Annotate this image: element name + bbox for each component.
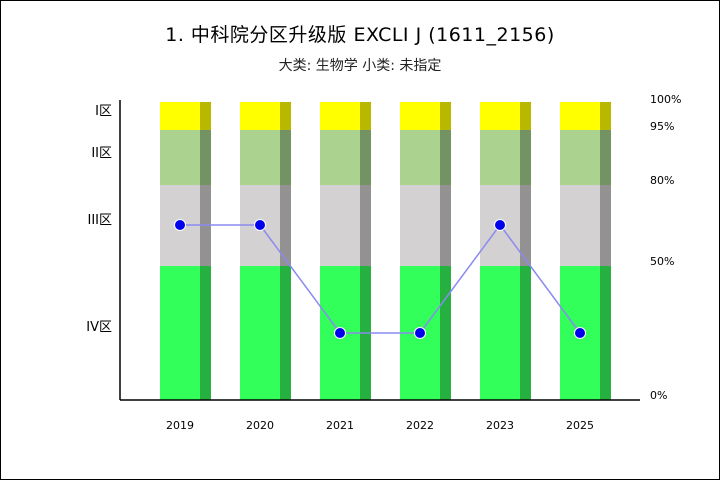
bar-2021 (320, 102, 371, 400)
stacked-bars (160, 102, 611, 400)
x-label-2025: 2025 (566, 419, 594, 432)
pct-label-95: 95% (650, 120, 674, 133)
chart-title: 1. 中科院分区升级版 EXCLI J (1611_2156) (165, 24, 555, 46)
data-point-2019 (174, 219, 186, 231)
data-point-2025 (574, 327, 586, 339)
zone-label-4: IV区 (86, 320, 112, 335)
x-label-2022: 2022 (406, 419, 434, 432)
chart-subtitle: 大类: 生物学 小类: 未指定 (278, 58, 442, 74)
pct-label-50: 50% (650, 255, 674, 268)
zone-label-2: II区 (91, 146, 112, 161)
bar-2025 (560, 102, 611, 400)
data-point-2020 (254, 219, 266, 231)
bar-2022 (400, 102, 451, 400)
pct-label-80: 80% (650, 174, 674, 187)
data-point-2023 (494, 219, 506, 231)
data-point-2022 (414, 327, 426, 339)
zone-label-3: III区 (87, 213, 112, 228)
bar-2023 (480, 102, 531, 400)
trend-line (180, 223, 581, 334)
pct-label-100: 100% (650, 93, 681, 106)
x-label-2019: 2019 (166, 419, 194, 432)
x-label-2020: 2020 (246, 419, 274, 432)
x-label-2021: 2021 (326, 419, 354, 432)
zone-label-1: I区 (95, 104, 112, 119)
bar-2020 (240, 102, 291, 400)
x-label-2023: 2023 (486, 419, 514, 432)
x-tick-labels: 2019 2020 2021 2022 2023 2025 (166, 419, 594, 432)
pct-label-0: 0% (650, 389, 667, 402)
bar-2019 (160, 102, 211, 400)
zone-line (174, 219, 586, 339)
data-point-2021 (334, 327, 346, 339)
